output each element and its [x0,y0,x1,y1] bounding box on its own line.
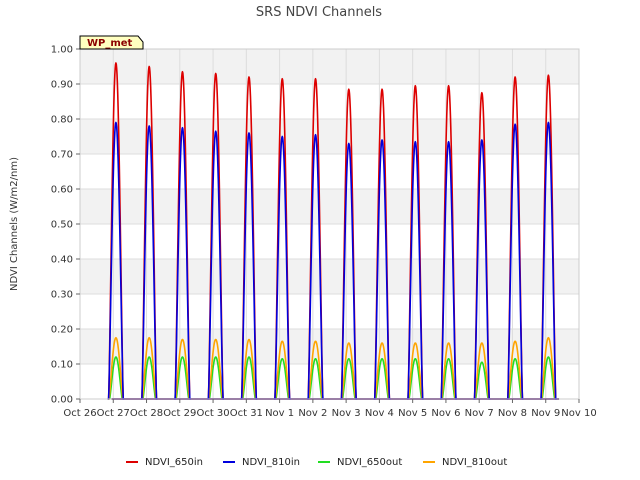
legend-label: NDVI_650out [337,457,402,468]
x-tick-label: Nov 4 [365,408,394,419]
x-tick-label: Oct 30 [196,408,229,419]
y-tick-label: 0.30 [51,290,73,301]
x-tick-label: Nov 8 [498,408,527,419]
series-line-ndvi_650in [107,62,557,400]
x-tick-label: Nov 3 [332,408,361,419]
y-tick-label: 0.80 [51,115,73,126]
x-tick-label: Nov 7 [465,408,494,419]
series-line-ndvi_810in [107,121,557,400]
y-tick-label: 0.50 [51,220,73,231]
y-axis-label: NDVI Channels (W/m2/nm) [9,157,20,291]
x-tick-label: Oct 28 [130,408,163,419]
x-tick-label: Oct 26 [63,408,96,419]
legend-label: NDVI_810out [442,457,507,468]
x-tick-label: Nov 1 [265,408,294,419]
plot-band [80,329,579,364]
x-tick-label: Nov 5 [398,408,427,419]
wp-met-tag: WP_met [79,35,144,50]
x-tick-label: Nov 2 [298,408,327,419]
plot-band [80,119,579,154]
x-tick-label: Oct 29 [163,408,196,419]
x-tick-label: Oct 31 [230,408,263,419]
x-tick-label: Oct 27 [97,408,130,419]
x-tick-label: Nov 9 [531,408,560,419]
legend-label: NDVI_810in [242,457,300,468]
tag-label: WP_met [87,38,133,49]
chart-title: SRS NDVI Channels [256,5,382,20]
series-line-ndvi_650out [108,356,556,400]
y-tick-label: 0.60 [51,185,73,196]
legend: NDVI_650in NDVI_810in NDVI_650out NDVI_810o… [126,457,507,468]
series-line-ndvi_810out [107,336,557,400]
y-axis-ticks: 0.00 0.10 0.20 0.30 0.40 0.50 0.60 0.70 0.80 0.90… [51,45,80,406]
legend-label: NDVI_650in [145,457,203,468]
y-tick-label: 0.70 [51,150,73,161]
plot-band [80,189,579,224]
plot-band [80,49,579,84]
y-tick-label: 0.10 [51,360,73,371]
plot-band [80,259,579,294]
x-axis-ticks: Oct 26 Oct 27 Oct 28 Oct 29 Oct 30 Oct 31 Nov … [63,399,597,419]
x-tick-label: Nov 6 [431,408,460,419]
y-tick-label: 0.00 [51,395,73,406]
y-tick-label: 0.20 [51,325,73,336]
x-tick-label: Nov 10 [561,408,596,419]
y-tick-label: 0.90 [51,80,73,91]
y-tick-label: 0.40 [51,255,73,266]
y-tick-label: 1.00 [51,45,73,56]
